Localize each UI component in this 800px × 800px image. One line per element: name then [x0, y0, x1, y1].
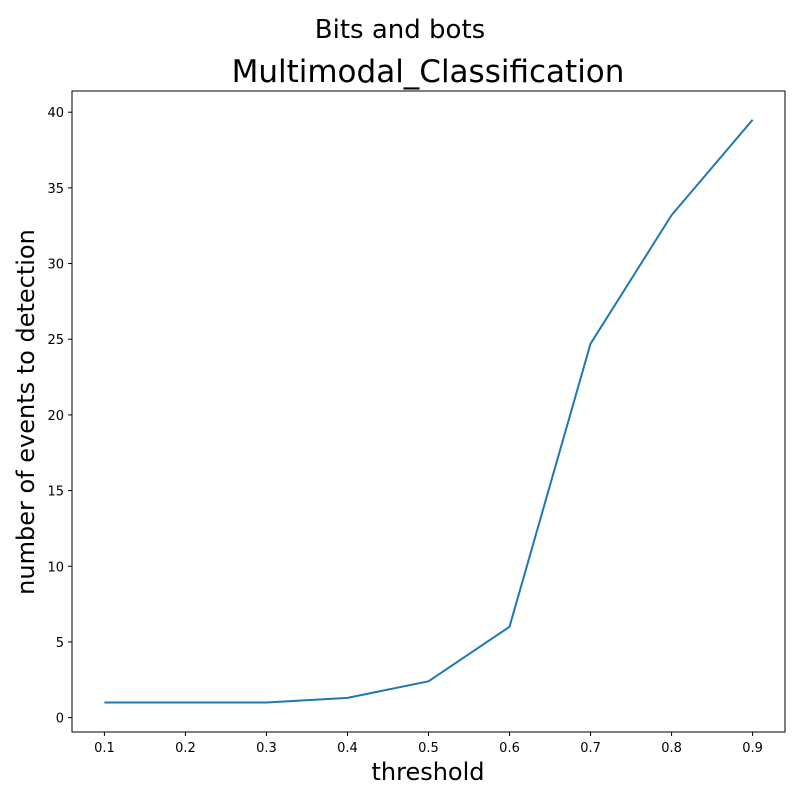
plot-area-frame	[71, 90, 786, 733]
y-tick-label: 30	[47, 258, 64, 273]
y-axis: 0 5 10 15 20 25 30 35 40	[47, 106, 72, 727]
x-tick-label: 0.8	[661, 741, 682, 756]
y-tick-label: 5	[56, 636, 64, 651]
x-tick-label: 0.4	[337, 741, 358, 756]
chart-title: Multimodal_Classification	[232, 54, 625, 90]
y-tick-label: 40	[47, 106, 64, 121]
y-axis-label: number of events to detection	[12, 229, 40, 595]
series-line	[104, 119, 754, 704]
y-tick-label: 15	[47, 485, 64, 500]
y-tick-label: 20	[47, 409, 64, 424]
y-tick-label: 35	[47, 182, 64, 197]
x-axis-label: threshold	[371, 758, 484, 786]
y-tick-label: 10	[47, 560, 64, 575]
x-tick-label: 0.3	[256, 741, 277, 756]
x-tick-label: 0.6	[499, 741, 520, 756]
x-tick-label: 0.9	[742, 741, 763, 756]
series-layer	[104, 119, 754, 704]
y-tick-label: 0	[56, 712, 64, 727]
x-tick-label: 0.1	[94, 741, 115, 756]
x-tick-label: 0.7	[580, 741, 601, 756]
x-tick-label: 0.5	[418, 741, 439, 756]
x-tick-label: 0.2	[175, 741, 196, 756]
figure-suptitle: Bits and bots	[315, 15, 485, 45]
y-tick-label: 25	[47, 333, 64, 348]
x-axis: 0.1 0.2 0.3 0.4 0.5 0.6 0.7 0.8 0.9	[94, 732, 763, 756]
